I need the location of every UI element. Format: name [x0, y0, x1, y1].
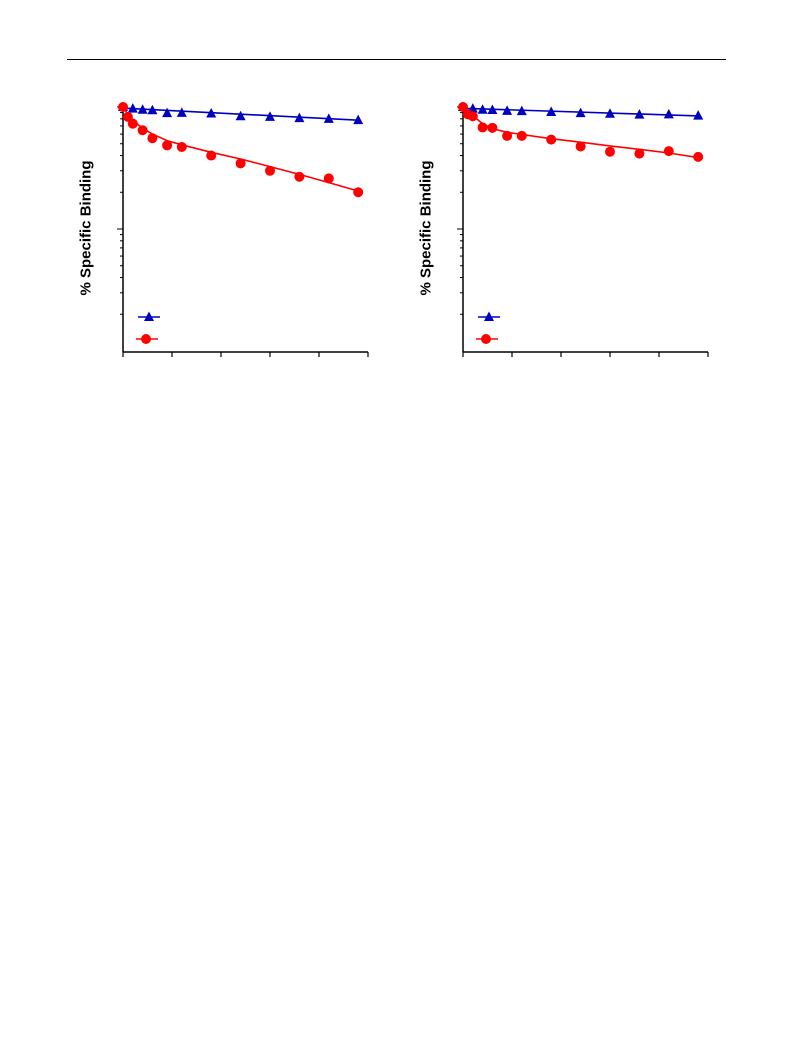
header-rule: [67, 59, 726, 60]
circle-data-point: [118, 102, 128, 112]
circle-data-point: [265, 165, 275, 176]
triangle-data-point: [353, 114, 364, 125]
triangle-data-point: [162, 107, 173, 118]
legend: [476, 311, 500, 344]
legend-triangle-marker: [144, 311, 154, 321]
triangle-data-point: [294, 112, 305, 123]
circle-data-point: [487, 122, 498, 133]
triangle-data-point: [206, 107, 217, 118]
circle-data-point: [147, 133, 158, 144]
circle-data-point: [137, 125, 148, 136]
circle-data-point: [458, 102, 468, 112]
triangle-data-point: [477, 104, 488, 114]
circle-data-point: [294, 171, 305, 182]
circle-data-point: [516, 130, 527, 141]
triangle-data-point: [265, 111, 275, 121]
circle-data-point: [663, 146, 674, 157]
triangle-data-point: [127, 103, 138, 113]
legend-circle-marker: [141, 334, 151, 344]
triangle-data-point: [516, 105, 527, 116]
circle-data-point: [235, 158, 246, 169]
triangle-data-point: [487, 104, 498, 114]
triangle-data-point: [176, 107, 187, 117]
triangle-data-point: [235, 110, 246, 121]
triangle-data-point: [605, 108, 615, 118]
circle-data-point: [477, 122, 488, 133]
right-chart-plot: [457, 101, 709, 357]
triangle-data-point: [663, 108, 674, 119]
legend: [136, 311, 160, 344]
left-chart-plot: [117, 101, 369, 357]
triangle-data-point: [693, 110, 704, 120]
circle-data-point: [575, 141, 586, 152]
triangle-data-point: [147, 104, 158, 115]
triangle-data-point: [323, 113, 334, 123]
circle-data-point: [467, 111, 478, 122]
circle-data-point: [162, 140, 173, 151]
circle-data-point: [502, 130, 513, 141]
triangle-data-point: [546, 106, 557, 116]
right-chart: % Specific Binding: [412, 95, 742, 370]
left-chart: % Specific Binding: [72, 95, 402, 370]
circle-data-point: [176, 142, 187, 153]
circle-data-point: [546, 134, 557, 145]
circle-data-point: [605, 146, 615, 157]
legend-triangle-marker: [484, 311, 494, 321]
circle-data-point: [634, 148, 645, 159]
circle-data-point: [323, 173, 334, 184]
circle-data-point: [693, 151, 704, 162]
circle-data-point: [353, 187, 364, 198]
triangle-data-point: [634, 109, 645, 119]
triangle-data-point: [575, 107, 586, 118]
triangle-data-point: [502, 105, 513, 115]
circle-data-point: [127, 118, 138, 129]
circle-data-point: [206, 150, 217, 161]
legend-circle-marker: [481, 334, 491, 344]
triangle-data-point: [137, 104, 148, 114]
